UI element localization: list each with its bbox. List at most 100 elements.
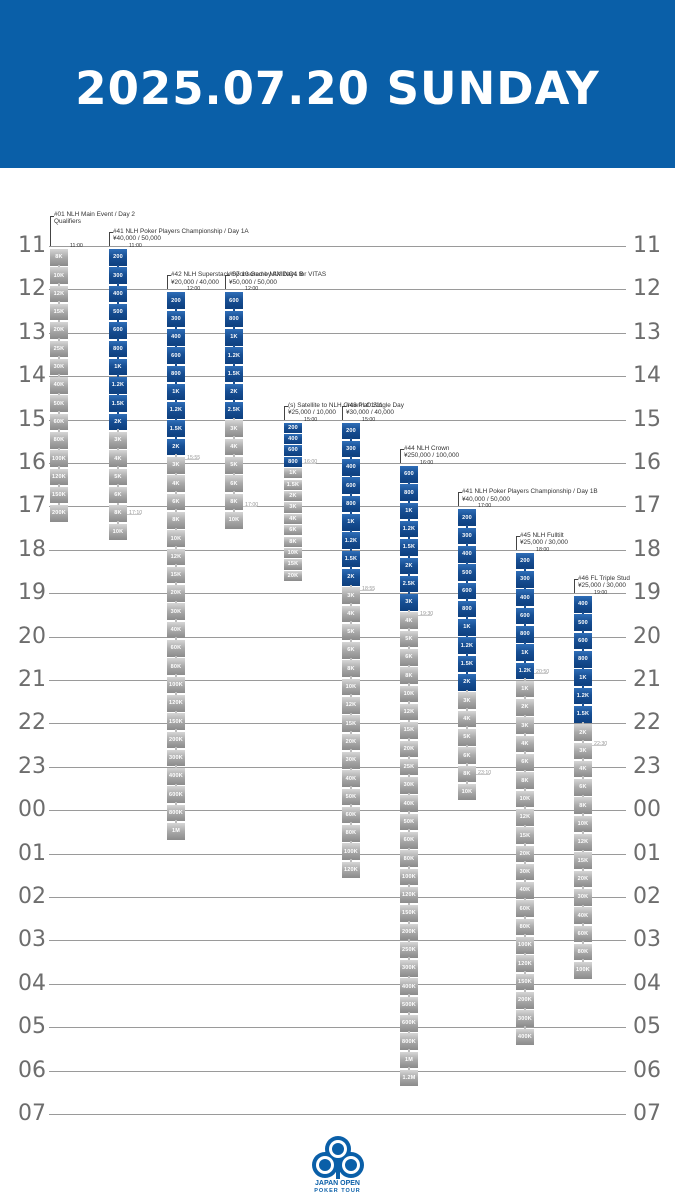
blind-level: 4K	[516, 735, 534, 753]
level-connector	[58, 429, 60, 433]
level-connector	[408, 811, 410, 815]
level-connector	[175, 472, 177, 477]
level-connector	[524, 751, 526, 756]
level-connector	[408, 628, 410, 632]
level-connector	[524, 714, 526, 719]
level-connector	[175, 637, 177, 642]
blind-level: 20K	[50, 322, 68, 339]
blind-level: 120K	[516, 955, 534, 972]
start-time: 15:00	[304, 416, 318, 423]
event-buyin: Qualifiers	[54, 218, 81, 226]
level-connector	[524, 879, 526, 884]
late-reg-time: 15:55	[187, 455, 201, 462]
hour-label-left: 21	[18, 667, 46, 692]
level-connector	[466, 707, 468, 712]
blind-level: 20K	[516, 845, 534, 863]
late-reg-line	[185, 459, 199, 461]
level-connector	[524, 1007, 526, 1012]
blind-level: 4K	[574, 760, 592, 778]
late-reg-time: 16:00	[304, 459, 318, 465]
page-title: 2025.07.20 SUNDAY	[75, 62, 600, 115]
level-connector	[408, 609, 410, 614]
header-banner: 2025.07.20 SUNDAY	[0, 0, 675, 168]
level-connector	[466, 598, 468, 602]
blind-level: 800K	[167, 804, 185, 822]
level-connector	[117, 484, 119, 488]
blind-level: 5K	[225, 457, 243, 474]
blind-level: 60K	[400, 832, 418, 849]
level-connector	[58, 502, 60, 507]
blind-level: 800	[167, 365, 185, 383]
blind-level: 200	[109, 249, 127, 266]
blind-level: 2K	[225, 383, 243, 401]
event-title: #41 NLH Poker Players Championship / Day…	[462, 488, 598, 503]
event-buyin: ¥25,000 / 30,000	[578, 582, 626, 590]
blind-level: 20K	[167, 585, 185, 602]
blind-level: 1K	[167, 383, 185, 401]
blind-level: 4K	[342, 605, 360, 623]
level-connector	[117, 392, 119, 397]
level-connector	[233, 454, 235, 459]
level-connector	[408, 1048, 410, 1053]
blind-level: 1.5K	[574, 705, 592, 723]
level-connector	[408, 719, 410, 724]
level-connector	[582, 922, 584, 927]
level-connector	[350, 859, 352, 863]
level-connector	[524, 696, 526, 701]
blind-level: 25K	[50, 340, 68, 358]
blind-level: 3K	[109, 432, 127, 449]
brand-subtitle: POKER TOUR	[314, 1188, 361, 1194]
level-connector	[233, 509, 235, 513]
blind-level: 400	[342, 459, 360, 476]
level-connector	[408, 902, 410, 907]
level-connector	[117, 301, 119, 305]
level-connector	[58, 447, 60, 452]
level-connector	[350, 730, 352, 735]
level-connector	[408, 499, 410, 504]
event-marker-hook	[167, 275, 171, 277]
level-connector	[408, 1067, 410, 1071]
blind-level: 40K	[574, 907, 592, 924]
event-buyin: ¥25,000 / 10,000	[288, 408, 336, 416]
blind-level: 80K	[167, 658, 185, 675]
level-connector	[58, 392, 60, 397]
blind-level: 30K	[167, 603, 185, 621]
level-connector	[58, 264, 60, 269]
hour-label-right: 20	[633, 623, 661, 649]
start-time: 15:00	[362, 416, 376, 423]
blind-level: 1.5K	[167, 420, 185, 438]
blind-level: 60K	[167, 640, 185, 657]
event-marker-line	[458, 492, 459, 507]
blind-level: 20K	[284, 570, 302, 581]
level-connector	[350, 566, 352, 570]
level-connector	[175, 710, 177, 715]
event-name: #07 10 Game MIX Day1 B	[229, 271, 304, 279]
level-connector	[466, 579, 468, 584]
blind-level: 1K	[574, 669, 592, 686]
level-connector	[350, 767, 352, 772]
event-marker-hook	[574, 579, 578, 581]
level-connector	[582, 721, 584, 726]
blind-level: 12K	[342, 697, 360, 714]
blind-level: 1.2K	[167, 402, 185, 419]
blind-level: 500	[458, 564, 476, 581]
blind-level: 150K	[400, 905, 418, 922]
level-connector	[408, 554, 410, 559]
level-connector	[350, 493, 352, 497]
blind-level: 1K	[342, 514, 360, 531]
blind-level: 3K	[167, 457, 185, 474]
event-title: #07 10 Game MIX Day1 B ¥50,000 / 50,000	[229, 271, 304, 286]
level-connector	[408, 737, 410, 742]
hour-label-left: 23	[18, 753, 46, 779]
blind-level: 1.5K	[225, 365, 243, 383]
blind-level: 40K	[342, 770, 360, 787]
blind-level: 80K	[516, 918, 534, 936]
level-connector	[58, 411, 60, 415]
blind-level: 150K	[167, 713, 185, 730]
event-buyin: ¥30,000 / 40,000	[346, 408, 394, 416]
level-connector	[408, 756, 410, 760]
event-title: #43 PLO Single Day ¥30,000 / 40,000	[346, 402, 404, 417]
level-connector	[117, 282, 119, 287]
level-connector	[466, 653, 468, 657]
